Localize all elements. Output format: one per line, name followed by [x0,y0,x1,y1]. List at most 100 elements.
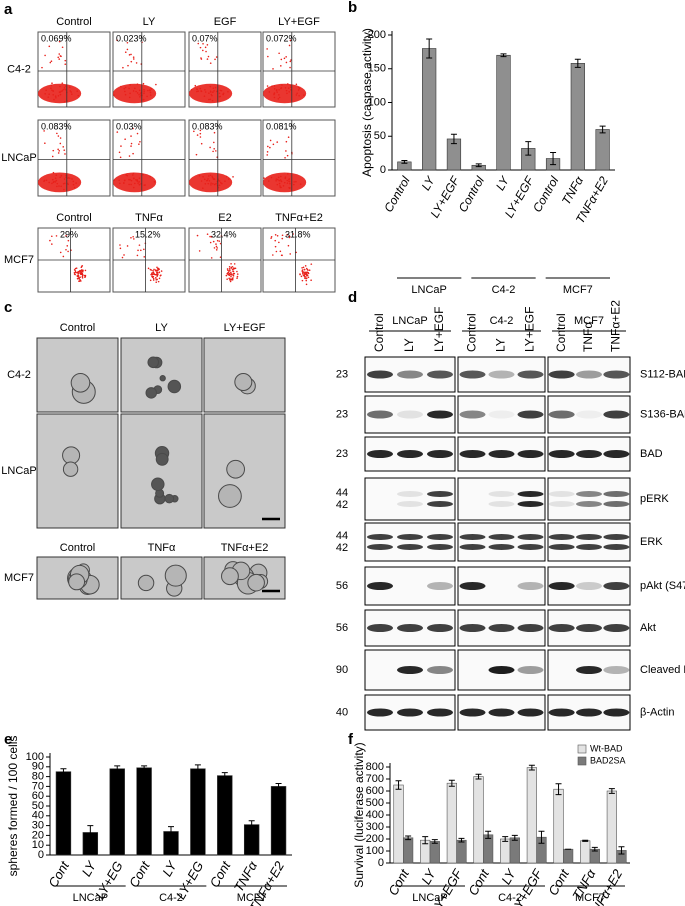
event-dot [286,154,289,157]
band [548,624,575,632]
event-dot [53,98,55,101]
event-dot [212,87,215,90]
event-dot [279,175,282,178]
event-dot [77,270,80,273]
event-dot [205,50,207,53]
event-dot [50,87,52,90]
event-dot [50,84,53,87]
error-bar [458,837,465,843]
event-dot [263,177,265,179]
event-dot [67,239,70,242]
y-tick-label: 600 [366,785,384,797]
molecular-weight: 90 [336,664,348,676]
event-dot [210,236,213,238]
event-dot [271,85,273,87]
event-dot [213,147,215,150]
event-dot [212,240,215,243]
panel-letter: a [4,1,13,18]
gate-percent: 0.083% [41,121,72,131]
event-dot [73,273,76,275]
band [459,410,486,419]
event-dot [84,275,87,278]
event-dot [300,275,303,278]
error-bar [528,764,535,771]
band [548,544,575,550]
cell [164,564,187,587]
event-dot [266,85,269,87]
event-dot [128,96,131,99]
bar [570,63,585,171]
event-dot [301,269,304,271]
event-dot [211,176,214,179]
event-dot [206,233,209,235]
gate-percent: 31.8% [285,229,311,239]
band [576,624,602,632]
event-dot [196,88,199,91]
event-dot [132,56,135,58]
event-dot [147,89,149,92]
blot-frame [457,477,546,521]
event-dot [219,256,222,258]
bar [109,768,125,856]
y-tick-label: 100 [368,96,386,108]
event-dot [113,94,115,96]
event-dot [269,139,272,142]
event-dot [224,180,226,182]
event-dot [136,132,139,135]
gate-percent: 15.2% [135,229,161,239]
event-dot [289,182,291,185]
event-dot [209,85,212,88]
event-dot [227,271,229,274]
band [576,501,602,507]
event-dot [74,271,77,273]
band [576,491,602,497]
event-dot [209,90,212,92]
event-dot [229,280,232,283]
event-dot [67,250,69,253]
event-dot [51,82,53,84]
event-dot [78,278,81,280]
band [488,370,515,379]
error-bar [275,782,282,790]
error-bar [485,830,492,839]
event-dot [220,89,223,92]
event-dot [125,174,127,176]
event-dot [130,60,133,63]
event-dot [199,46,202,49]
y-tick-label: 50 [32,800,44,812]
band [367,708,393,717]
y-tick-label: 200 [366,833,384,845]
event-dot [232,176,234,178]
event-dot [43,130,45,132]
event-dot [151,275,153,277]
gate-percent: 0.083% [192,121,223,131]
event-dot [51,178,54,181]
event-dot [227,90,229,93]
blot-label: pAkt (S473) [640,580,685,592]
event-dot [151,273,154,276]
error-bar [448,779,455,787]
event-dot [57,148,59,151]
cell [164,493,175,504]
event-dot [150,87,153,90]
event-dot [304,277,306,279]
event-dot [266,151,269,153]
lane-label: LY+EGF [523,307,537,352]
legend-swatch [577,756,587,766]
event-dot [54,177,57,180]
bar [270,786,287,856]
event-dot [210,182,212,184]
band [517,410,544,419]
event-dot [154,277,157,279]
event-dot [81,270,84,273]
error-bar [426,38,433,59]
column-header: Control [60,322,95,334]
event-dot [267,180,270,182]
event-dot [297,89,300,91]
event-dot [284,87,287,89]
event-dot [56,132,58,135]
event-dot [283,181,286,184]
event-dot [277,98,280,100]
bar [606,790,617,864]
y-tick-label: 100 [26,751,44,763]
